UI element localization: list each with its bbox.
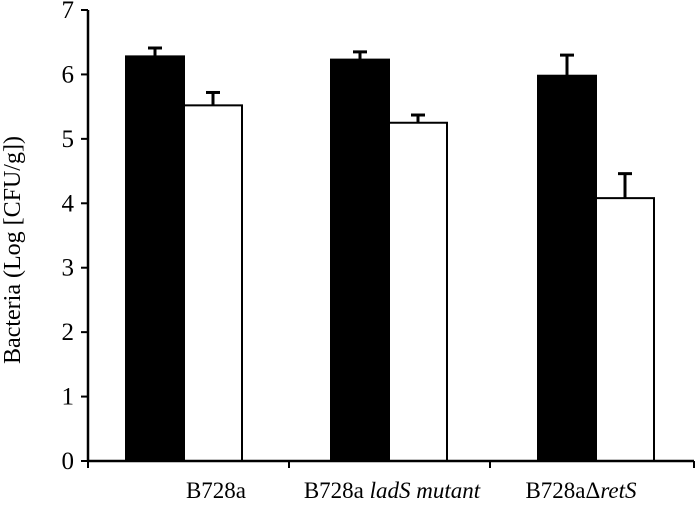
y-axis-title: Bacteria (Log [CFU/g])	[0, 136, 26, 364]
bar-series2-3	[595, 197, 655, 462]
x-category-label: B728a	[186, 478, 246, 503]
bar-series1-1	[125, 55, 185, 462]
error-bar-series1-1	[148, 46, 162, 57]
y-axis-ticks: 0 1 2 3 4 5 6 7	[62, 0, 88, 475]
y-tick-label: 3	[62, 255, 75, 282]
bars	[125, 55, 655, 463]
error-bar-series1-2	[353, 50, 367, 60]
y-tick-label: 4	[62, 190, 75, 217]
axes	[86, 10, 695, 468]
error-bar-series2-2	[411, 113, 425, 123]
x-axis-labels: B728a B728a ladS mutant B728aΔretS	[186, 478, 637, 503]
x-category-label: B728aΔretS	[525, 478, 637, 503]
error-bar-series2-3	[618, 172, 632, 199]
error-bar-series2-1	[206, 90, 220, 106]
x-category-label: B728a ladS mutant	[304, 478, 481, 503]
error-bars	[148, 46, 632, 199]
bar-series1-2	[330, 58, 390, 463]
y-tick-label: 6	[62, 61, 75, 88]
error-bar-series1-3	[560, 53, 574, 76]
y-tick-label: 1	[62, 384, 75, 411]
y-tick-label: 5	[62, 126, 75, 153]
bar-series2-1	[183, 104, 243, 463]
y-tick-label: 0	[62, 448, 75, 475]
y-tick-label: 7	[62, 0, 75, 24]
y-tick-label: 2	[62, 319, 75, 346]
bar-series2-2	[388, 121, 448, 462]
bar-series1-3	[537, 74, 597, 463]
